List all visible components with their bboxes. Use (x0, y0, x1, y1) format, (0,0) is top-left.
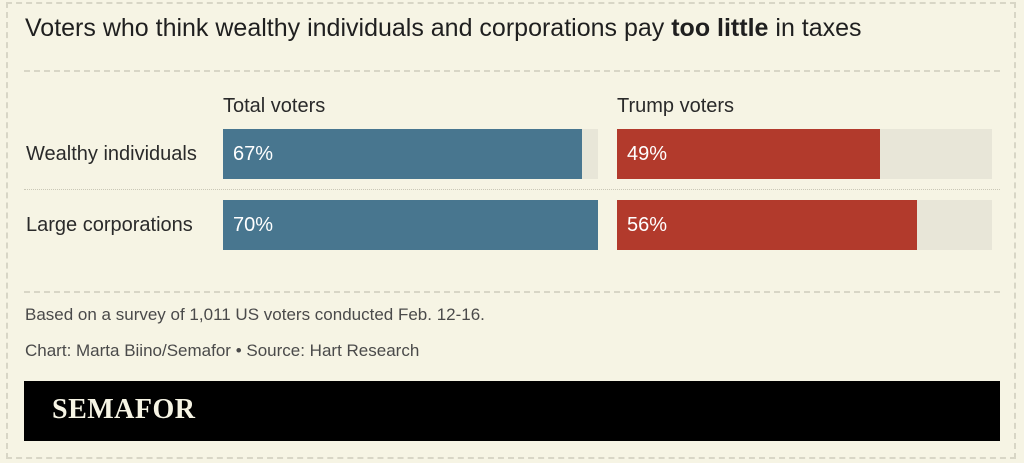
title-divider (24, 70, 1000, 72)
footer-bar: SEMAFOR (24, 381, 1000, 441)
bar-value-label-trump-voters-large-corporations: 56% (627, 214, 668, 236)
bar-value-label-trump-voters-wealthy-individuals: 49% (627, 143, 668, 165)
chart-frame (6, 2, 1016, 459)
title-prefix: Voters who think wealthy individuals and… (25, 14, 672, 42)
bar-total-voters-wealthy-individuals (223, 129, 582, 179)
semafor-logo: SEMAFOR (52, 394, 196, 425)
legend-total-voters: Total voters (223, 95, 326, 117)
category-label-large-corporations: Large corporations (26, 214, 193, 236)
source-credit: Chart: Marta Biino/Semafor • Source: Har… (25, 341, 420, 360)
bar-value-label-total-voters-wealthy-individuals: 67% (233, 143, 274, 165)
bar-total-voters-large-corporations (223, 200, 598, 250)
category-label-wealthy-individuals: Wealthy individuals (26, 143, 197, 165)
survey-note: Based on a survey of 1,011 US voters con… (25, 305, 485, 324)
title-emphasis: too little (671, 14, 769, 42)
bar-trump-voters-large-corporations (617, 200, 917, 250)
legend-trump-voters: Trump voters (617, 95, 735, 117)
row-divider (24, 189, 1000, 190)
bar-trump-voters-wealthy-individuals (617, 129, 880, 179)
chart-title: Voters who think wealthy individuals and… (25, 14, 862, 43)
title-suffix: in taxes (768, 14, 862, 42)
notes-divider (24, 291, 1000, 293)
bar-value-label-total-voters-large-corporations: 70% (233, 214, 274, 236)
